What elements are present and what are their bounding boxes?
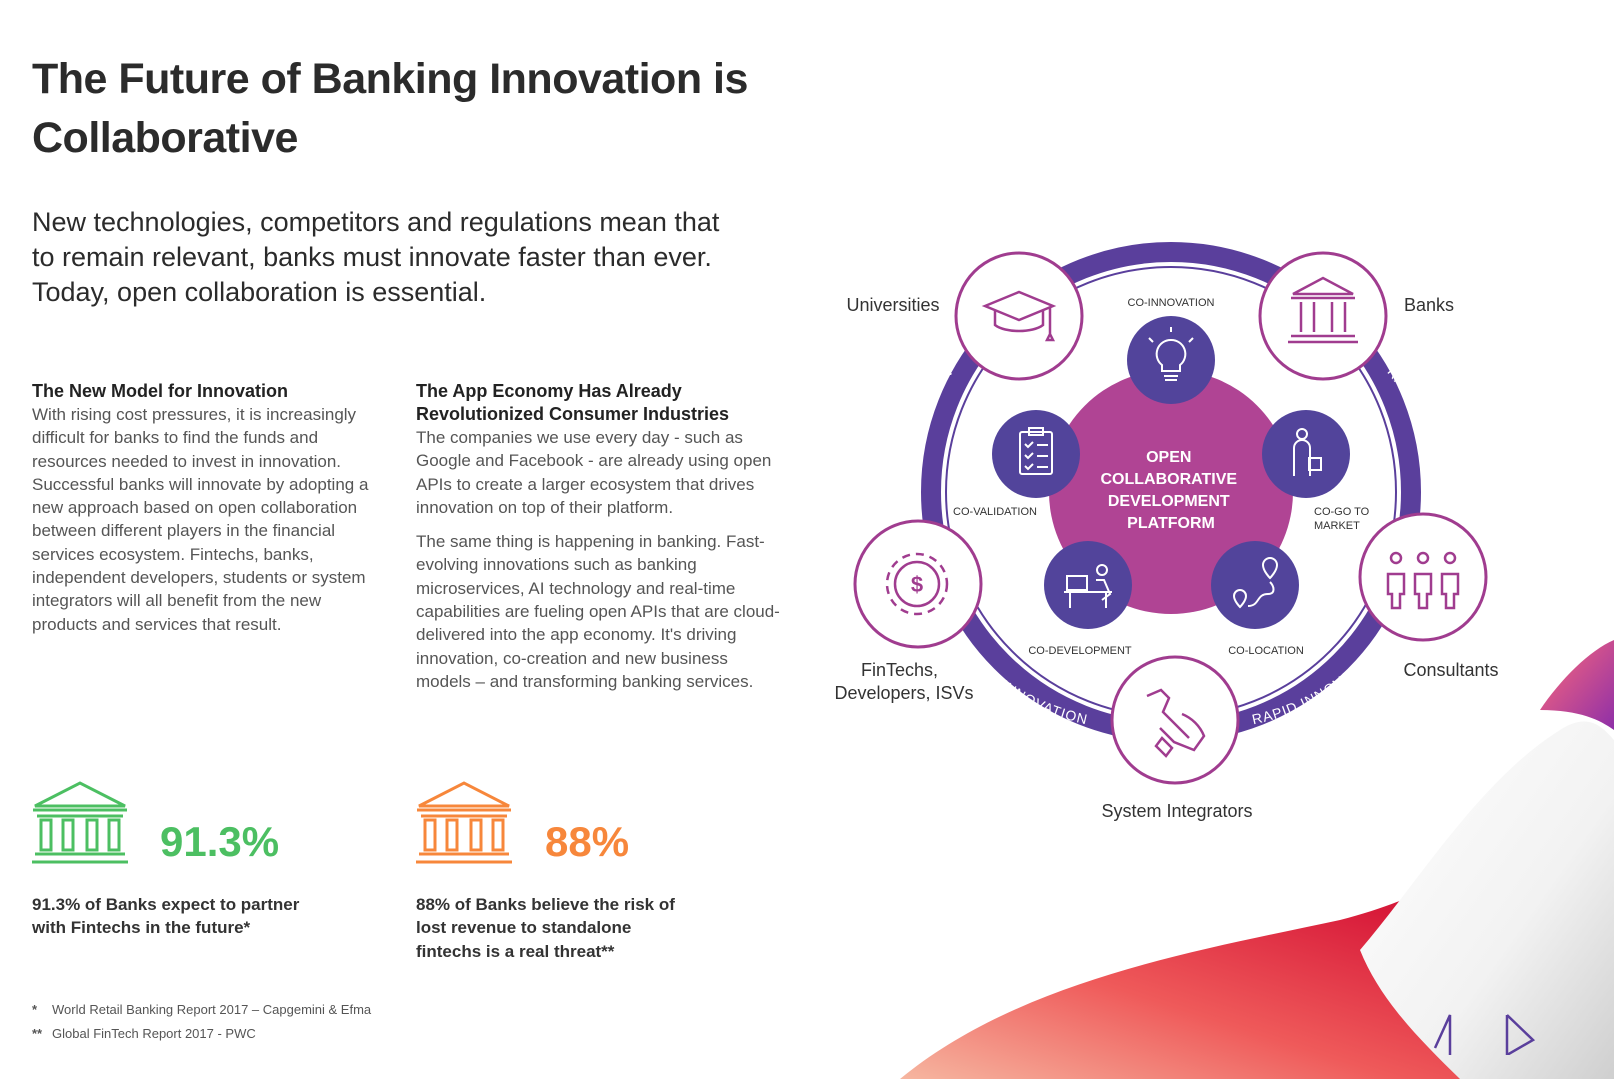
co-location-label: CO-LOCATION	[1228, 645, 1304, 657]
page-navigation[interactable]	[1425, 1010, 1545, 1055]
co-location-node: CO-LOCATION	[1211, 541, 1304, 657]
prev-arrow-icon[interactable]	[1433, 1014, 1452, 1055]
lightbulb-icon	[1148, 327, 1194, 381]
footnote-mark: *	[32, 1002, 38, 1017]
bank-icon	[416, 781, 512, 864]
footnote: ** Global FinTech Report 2017 - PWC	[32, 1026, 256, 1041]
footnote-text: World Retail Banking Report 2017 – Capge…	[52, 1002, 372, 1017]
next-arrow-icon[interactable]	[1505, 1014, 1536, 1055]
stat-description: 91.3% of Banks expect to partner with Fi…	[32, 895, 300, 938]
bank-icon	[1288, 276, 1358, 344]
app-economy-body-1: The companies we use every day - such as…	[416, 428, 772, 517]
stat-value: 91.3%	[160, 818, 280, 865]
footnote-text: Global FinTech Report 2017 - PWC	[52, 1026, 256, 1041]
stat-value: 88%	[545, 818, 630, 865]
app-economy-heading: The App Economy Has Already Revolutioniz…	[416, 381, 730, 424]
stat-description: 88% of Banks believe the risk of lost re…	[416, 895, 675, 961]
bank-icon	[32, 781, 128, 864]
footnote-mark: **	[32, 1026, 43, 1041]
integrators-node: System Integrators	[1101, 655, 1253, 821]
consultants-label: Consultants	[1403, 660, 1498, 680]
co-innovation-label: CO-INNOVATION	[1128, 297, 1215, 309]
app-economy-section: The App Economy Has Already Revolutioniz…	[416, 380, 786, 693]
new-model-body: With rising cost pressures, it is increa…	[32, 405, 369, 634]
banks-node: Banks	[1258, 251, 1454, 381]
co-go-to-market-label: CO-GO TO MARKET	[1314, 506, 1372, 532]
person-bag-icon	[1293, 428, 1322, 476]
decorative-swoosh	[900, 640, 1614, 1079]
co-go-to-market-node: CO-GO TO MARKET	[1262, 410, 1372, 532]
svg-text:$: $	[911, 572, 923, 597]
developer-icon	[1064, 564, 1112, 608]
app-economy-body-2: The same thing is happening in banking. …	[416, 532, 780, 691]
graduation-cap-icon	[981, 290, 1057, 342]
new-model-section: The New Model for Innovation With rising…	[32, 380, 382, 636]
universities-node: Universities	[846, 251, 1084, 381]
co-validation-label: CO-VALIDATION	[953, 506, 1037, 518]
center-label: OPEN COLLABORATIVE DEVELOPMENT PLATFORM	[1100, 449, 1241, 532]
fintechs-label: FinTechs, Developers, ISVs	[834, 660, 973, 703]
location-route-icon	[1232, 556, 1279, 609]
universities-label: Universities	[846, 295, 939, 315]
co-innovation-node: CO-INNOVATION	[1127, 297, 1215, 404]
co-development-node: CO-DEVELOPMENT	[1028, 541, 1132, 657]
integrators-label: System Integrators	[1101, 801, 1252, 821]
page-title: The Future of Banking Innovation is Coll…	[32, 55, 748, 162]
consultants-node: Consultants	[1358, 512, 1499, 680]
co-validation-node: CO-VALIDATION	[953, 410, 1080, 518]
new-model-heading: The New Model for Innovation	[32, 381, 288, 401]
clipboard-icon	[1019, 427, 1053, 475]
co-development-label: CO-DEVELOPMENT	[1028, 645, 1132, 657]
banks-label: Banks	[1404, 295, 1454, 315]
dollar-gear-icon: $	[885, 552, 949, 616]
wrench-hand-icon	[1146, 688, 1206, 758]
people-icon	[1386, 551, 1460, 610]
footnote: * World Retail Banking Report 2017 – Capg…	[32, 1002, 371, 1017]
page-subtitle: New technologies, competitors and regula…	[32, 207, 720, 307]
fintechs-node: $ FinTechs, Developers, ISVs	[834, 519, 983, 703]
collaboration-diagram: RAPID INNOVATION RAPID INNOVATION RAPID …	[834, 242, 1499, 821]
